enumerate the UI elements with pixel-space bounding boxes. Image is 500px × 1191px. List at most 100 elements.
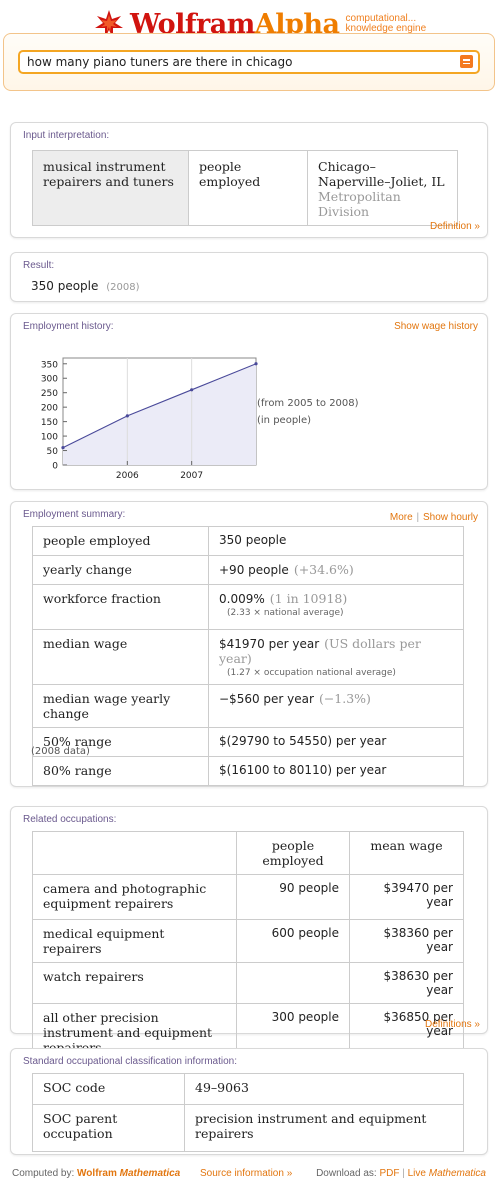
occupation-wage: $39470 per year (349, 874, 464, 920)
summary-extra: (US dollars per year) (219, 636, 421, 666)
data-point (190, 388, 194, 392)
show-wage-history-link[interactable]: Show wage history (394, 321, 478, 332)
summary-value: 0.009% (219, 592, 265, 606)
soc-value: precision instrument and equipment repai… (184, 1104, 464, 1152)
chart-note-unit: (in people) (257, 415, 311, 426)
summary-extra: (−1.3%) (318, 691, 371, 706)
summary-value-cell: 0.009% (1 in 10918) (2.33 × national avera… (208, 584, 464, 630)
related-row: camera and photographic equipment repair… (32, 874, 464, 920)
summary-extra: (1 in 10918) (269, 591, 348, 606)
definitions-link[interactable]: Definitions » (424, 1019, 480, 1030)
link-separator: | (416, 512, 420, 523)
related-row: watch repairers $38630 per year (32, 962, 464, 1004)
occupation-name: medical equipment repairers (32, 919, 237, 963)
soc-label: SOC code (32, 1073, 185, 1105)
summary-extra: (+34.6%) (293, 562, 354, 577)
summary-label: people employed (32, 526, 209, 556)
pod-title: Employment summary: (23, 509, 126, 520)
tagline: computational... knowledge engine (345, 13, 427, 34)
interpretation-table: musical instrument repairers and tuners … (32, 150, 458, 226)
y-tick-label: 300 (41, 375, 58, 385)
pdf-link[interactable]: PDF (379, 1168, 400, 1179)
pod-employment-history: Employment history: Show wage history 0 5… (10, 313, 488, 490)
y-tick-label: 50 (47, 447, 59, 457)
search-input[interactable]: how many piano tuners are there in chica… (18, 50, 480, 74)
occupation-employed: 600 people (236, 919, 350, 963)
pod-title: Employment history: (23, 321, 114, 332)
pod-related-occupations: Related occupations: people employed mea… (10, 806, 488, 1062)
chart-note-range: (from 2005 to 2008) (257, 398, 359, 409)
data-note: (2008 data) (31, 746, 90, 757)
y-tick-label: 200 (41, 404, 58, 414)
soc-value: 49–9063 (184, 1073, 464, 1105)
summary-links: More | Show hourly (390, 509, 478, 523)
wolfram-spikey-icon (95, 10, 123, 38)
y-tick-label: 100 (41, 433, 58, 443)
pod-result: Result: 350 people (2008) (10, 252, 488, 302)
interp-cell: musical instrument repairers and tuners (32, 150, 189, 226)
x-tick-label: 2006 (116, 471, 139, 481)
footer: Computed by: Wolfram Mathematica Source … (0, 1158, 500, 1191)
summary-table: people employed 350 people yearly change +9… (32, 526, 464, 786)
menu-button-icon[interactable] (460, 55, 473, 68)
search-query[interactable]: how many piano tuners are there in chica… (27, 55, 293, 69)
more-link[interactable]: More (389, 512, 413, 523)
header-cell (32, 831, 237, 875)
search-area: how many piano tuners are there in chica… (3, 33, 495, 91)
pod-title: Input interpretation: (23, 130, 110, 141)
pod-input-interpretation: Input interpretation: musical instrument… (10, 122, 488, 238)
source-information-link[interactable]: Source information » (200, 1168, 293, 1179)
summary-row: 80% range $(16100 to 80110) per year (32, 756, 464, 786)
summary-value: $(29790 to 54550) per year (219, 734, 387, 748)
pod-employment-summary: Employment summary: More | Show hourly p… (10, 501, 488, 787)
area-fill (63, 363, 256, 465)
result-value: 350 people (2008) (31, 279, 140, 293)
summary-label: 80% range (32, 756, 209, 786)
related-table: people employed mean wage camera and pho… (32, 831, 464, 1062)
live-mathematica-link[interactable]: Live Mathematica (407, 1168, 486, 1179)
soc-label: SOC parent occupation (32, 1104, 185, 1152)
summary-row: 50% range $(29790 to 54550) per year (32, 727, 464, 757)
summary-value-cell: $(16100 to 80110) per year (208, 756, 464, 786)
summary-subnote: (2.33 × national average) (227, 608, 344, 618)
pod-title: Related occupations: (23, 814, 117, 825)
occupation-name: camera and photographic equipment repair… (32, 874, 237, 920)
occupation-employed (236, 962, 350, 1004)
summary-value-cell: $(29790 to 54550) per year (208, 727, 464, 757)
computed-by: Computed by: Wolfram Mathematica (12, 1168, 181, 1179)
data-point (254, 362, 258, 366)
show-hourly-link[interactable]: Show hourly (422, 512, 478, 523)
mathematica-link[interactable]: Wolfram Mathematica (77, 1168, 181, 1179)
header-cell: people employed (236, 831, 350, 875)
interp-cell: people employed (188, 150, 308, 226)
y-tick-label: 250 (41, 389, 58, 399)
pod-title: Result: (23, 260, 55, 271)
related-row: medical equipment repairers 600 people $38… (32, 919, 464, 963)
y-tick-label: 350 (41, 360, 58, 370)
occupation-employed: 90 people (236, 874, 350, 920)
header: WolframAlpha computational... knowledge … (0, 0, 500, 96)
y-tick-label: 150 (41, 418, 58, 428)
summary-value: $(16100 to 80110) per year (219, 763, 387, 777)
occupation-name: watch repairers (32, 962, 237, 1004)
summary-value-cell: +90 people (+34.6%) (208, 555, 464, 585)
summary-row: workforce fraction 0.009% (1 in 10918) (2.3… (32, 584, 464, 630)
pod-soc: Standard occupational classification inf… (10, 1048, 488, 1155)
summary-label: workforce fraction (32, 584, 209, 630)
definition-link[interactable]: Definition » (429, 221, 480, 232)
header-cell: mean wage (349, 831, 464, 875)
soc-table: SOC code 49–9063 SOC parent occupation p… (32, 1073, 464, 1152)
summary-value: −$560 per year (219, 692, 314, 706)
summary-row: yearly change +90 people (+34.6%) (32, 555, 464, 585)
data-point (61, 446, 65, 450)
summary-value: 350 people (219, 533, 287, 547)
occupation-wage: $38360 per year (349, 919, 464, 963)
employment-chart: 0 50 100 150 200 250 300 350 2006 2007 (41, 357, 258, 481)
summary-label: median wage (32, 629, 209, 685)
summary-value-cell: 350 people (208, 526, 464, 556)
y-tick-label: 0 (52, 462, 58, 472)
summary-value-cell: $41970 per year (US dollars per year) (1.2… (208, 629, 464, 685)
summary-row: median wage yearly change −$560 per year (… (32, 684, 464, 728)
data-point (125, 414, 129, 418)
summary-row: median wage $41970 per year (US dollars pe… (32, 629, 464, 685)
